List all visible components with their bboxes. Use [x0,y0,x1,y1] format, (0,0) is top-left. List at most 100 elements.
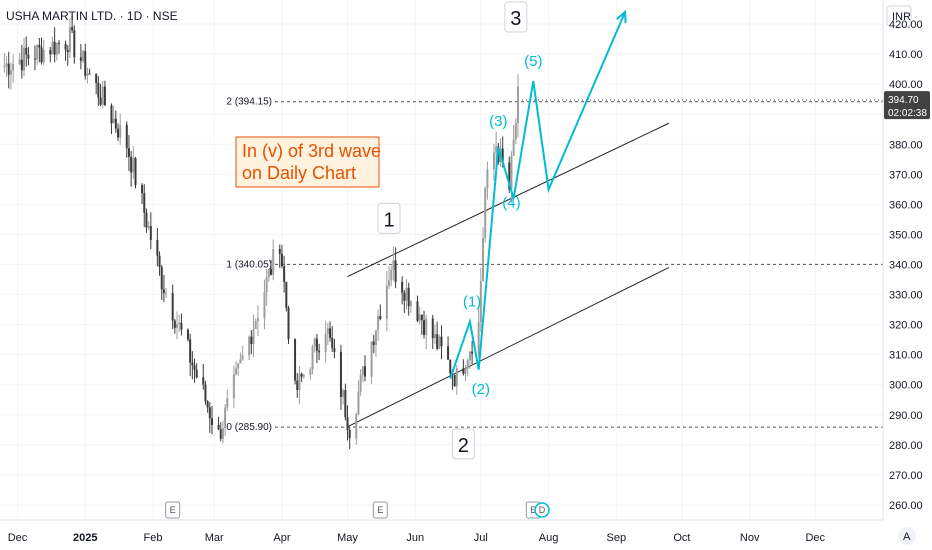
candle-body [248,336,251,356]
candle-body [477,321,480,354]
price-tick-label: 290.00 [889,410,923,422]
candle-body [431,318,434,339]
candle-body [514,122,517,140]
candle-body [217,424,220,430]
candle-body [5,63,8,67]
candle-body [71,27,74,31]
time-tick-label: Aug [539,532,559,544]
candle-body [311,346,314,370]
candle-body [267,268,270,278]
candle-body [127,148,130,157]
dividend-marker [534,502,550,518]
candle-body [143,193,146,213]
candle-body [331,337,334,349]
candle-body [355,414,358,439]
candle-body [66,49,69,53]
fib-level-label: 2 (394.15) [226,97,272,108]
candle-body [125,124,128,149]
auto-scale-label: A [903,531,911,543]
candle-body [440,336,443,347]
candle-body [265,277,268,293]
price-tick-label: 280.00 [889,440,923,452]
candle-body [156,239,159,256]
annotation-box[interactable]: In (v) of 3rd wave on Daily Chart [235,136,381,188]
candle-body [79,57,82,61]
candle-body [438,336,441,349]
time-axis[interactable]: Dec 2025 Feb Mar Apr May Jun Jul Aug Sep Oct Nov Dec [0,519,883,544]
candle-body [388,280,391,286]
candle-body [296,380,299,391]
candle-body [119,124,122,138]
channel-line [347,122,670,277]
time-tick-label: Mar [205,532,224,544]
candle-body [3,66,6,68]
candle-body [147,226,150,228]
price-tick-label: 370.00 [889,169,923,181]
candle-body [433,334,436,339]
candle-body [110,105,113,124]
candle-body [416,301,419,321]
sub-wave-label: (5) [524,53,542,70]
fib-levels: 2 (394.15) 1 (340.05) 0 (285.90) [226,97,883,433]
candle-body [149,226,152,240]
candle-body [202,377,205,385]
candle-body [112,118,115,124]
candle-body [455,368,458,387]
time-tick-label: Apr [273,532,290,544]
candle-body [42,49,45,63]
candle-body [484,188,487,238]
candle-body [130,156,133,173]
bar-countdown: 02:02:38 [888,108,927,119]
time-tick-label: Sep [607,532,627,544]
candle-body [495,146,498,153]
candle-body [206,401,209,408]
candle-body [58,42,61,44]
price-axis[interactable]: INR 260.00 270.00 280.00 290.00 300.00 310.00… [882,0,923,520]
wave-label: 2 [458,435,469,457]
candle-body [20,59,23,71]
wave-label-box [377,202,401,234]
price-tick-label: 260.00 [889,500,923,512]
candle-body [407,287,410,307]
candle-body [160,266,163,290]
earnings-marker [165,501,181,519]
channel-line [347,267,670,428]
candle-body [348,430,351,439]
candle-body [132,158,135,173]
candle-body [27,54,30,59]
last-price-value: 394.70 [888,95,919,106]
candle-body [193,365,196,370]
time-tick-label: Nov [740,532,760,544]
candle-body [425,318,428,335]
fib-level-label: 1 (340.05) [226,259,272,270]
candle-body [372,341,375,345]
price-tick-label: 420.00 [889,19,923,31]
candle-body [141,185,144,194]
candle-body [326,328,329,334]
candle-body [313,338,316,347]
currency-box[interactable] [886,5,912,27]
earnings-marker-label: E [377,505,383,515]
candle-body [370,341,373,377]
candle-body [342,390,345,397]
candle-body [436,334,439,349]
candle-body [300,373,303,377]
candle-body [464,368,467,374]
candle-body [508,162,511,190]
candle-body [97,82,100,98]
time-tick-label: Jun [406,532,424,544]
wave-labels: 1 2 3 (1) (2) (3) (4) (5) [377,1,542,460]
candle-body [379,316,382,320]
candle-body [117,128,120,138]
dividend-marker-label: D [539,505,546,515]
candle-body [55,42,58,55]
candle-body [357,391,360,415]
candle-body [309,369,312,375]
candle-body [145,212,148,228]
earnings-marker [372,501,388,519]
candle-body [385,285,388,320]
auto-scale-button[interactable]: A [898,527,916,545]
